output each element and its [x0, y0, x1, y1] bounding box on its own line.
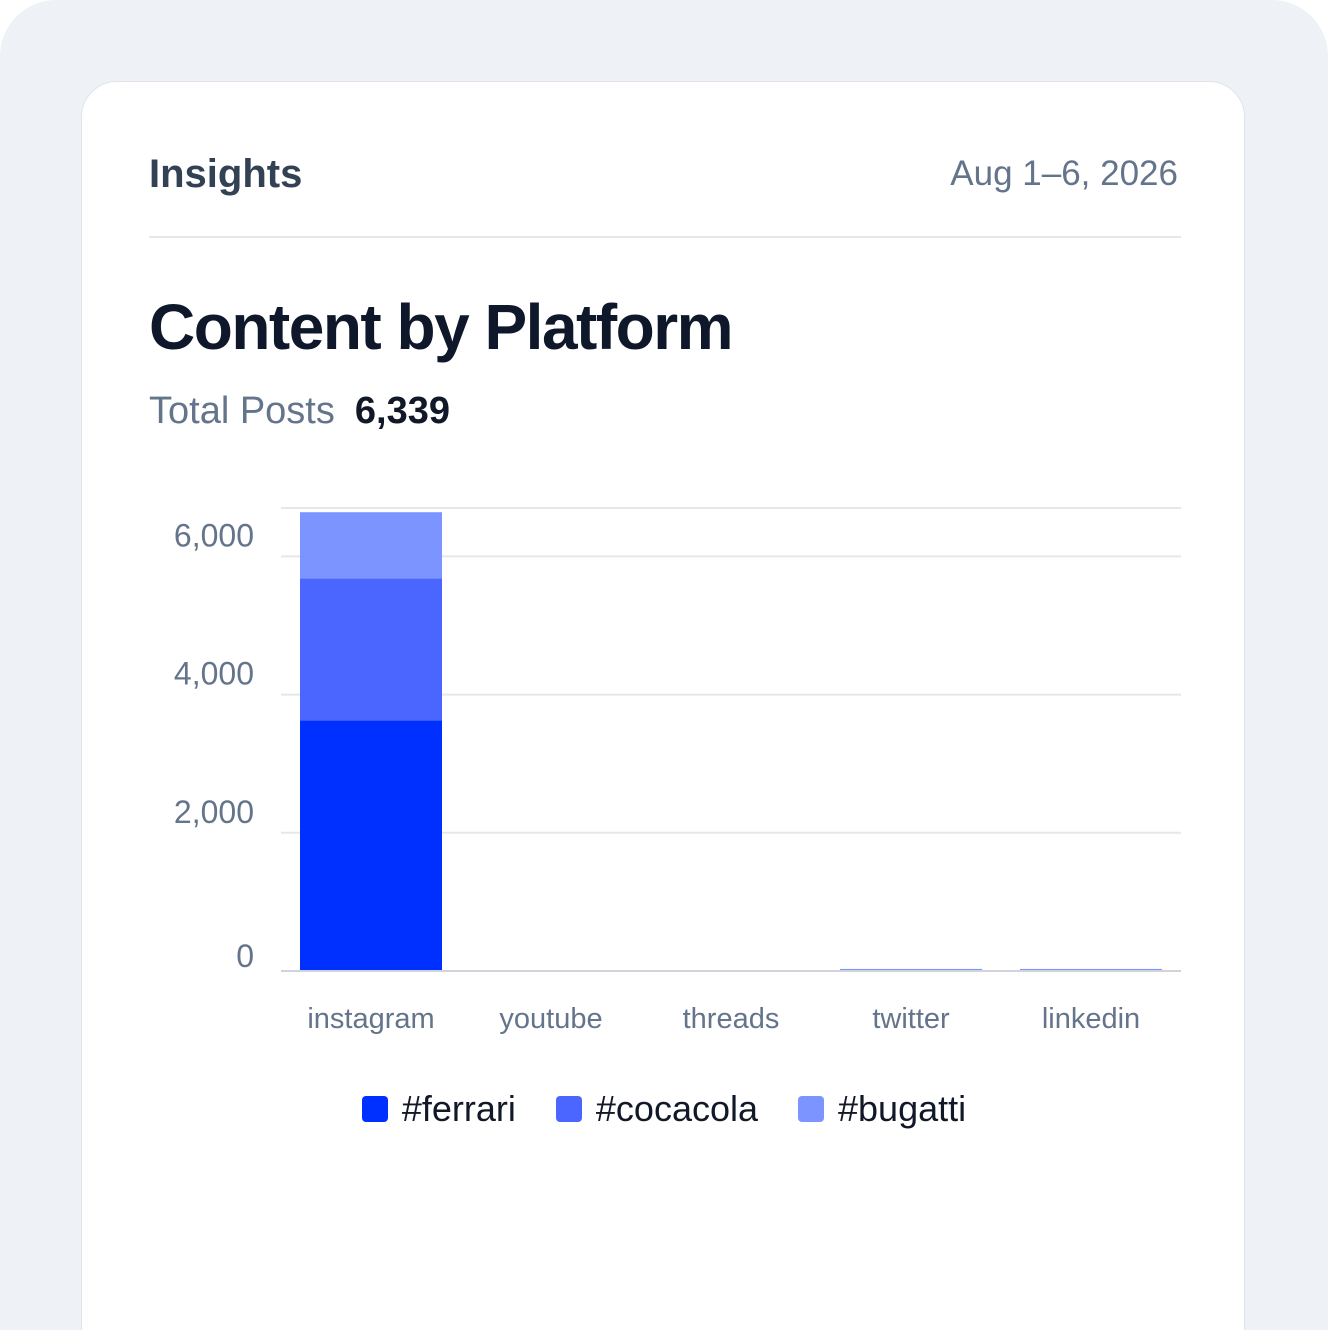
bar-linkedin-bugatti — [1020, 968, 1162, 971]
total-posts: Total Posts 6,339 — [149, 390, 450, 433]
bar-instagram-cocacola — [300, 578, 442, 721]
x-tick-label: twitter — [872, 1003, 950, 1035]
legend-swatch — [361, 1096, 388, 1122]
y-tick-label: 4,000 — [174, 656, 254, 692]
bar-instagram-bugatti — [300, 512, 442, 579]
x-tick-label: threads — [683, 1003, 780, 1035]
bar-chart: 0 2,000 4,000 6,000 instagram youtube threads t… — [174, 507, 1181, 1035]
total-posts-value: 6,339 — [354, 390, 450, 432]
chart-legend: #ferrari #cocacola #bugatti — [82, 1088, 1246, 1130]
y-tick-label: 0 — [236, 938, 254, 974]
chart-title: Content by Platform — [149, 291, 734, 363]
insights-card: Insights Aug 1–6, 2026 Content by Platfo… — [81, 81, 1245, 1330]
legend-item[interactable]: #ferrari — [361, 1088, 516, 1130]
bar-instagram-ferrari — [300, 720, 442, 971]
legend-label: #bugatti — [838, 1088, 967, 1129]
x-tick-label: instagram — [307, 1003, 434, 1035]
divider — [149, 236, 1181, 238]
legend-swatch — [555, 1096, 582, 1122]
legend-swatch — [798, 1096, 825, 1122]
x-tick-label: youtube — [499, 1003, 602, 1035]
x-tick-label: linkedin — [1042, 1003, 1140, 1035]
legend-label: #ferrari — [401, 1088, 516, 1129]
total-posts-label: Total Posts — [149, 390, 335, 432]
bar-twitter-bugatti — [840, 968, 982, 971]
legend-item[interactable]: #cocacola — [555, 1088, 759, 1130]
y-tick-label: 6,000 — [174, 517, 254, 553]
date-range[interactable]: Aug 1–6, 2026 — [950, 154, 1178, 193]
section-title: Insights — [149, 152, 303, 196]
y-tick-label: 2,000 — [174, 794, 254, 830]
legend-label: #cocacola — [595, 1088, 759, 1129]
legend-item[interactable]: #bugatti — [798, 1088, 966, 1130]
